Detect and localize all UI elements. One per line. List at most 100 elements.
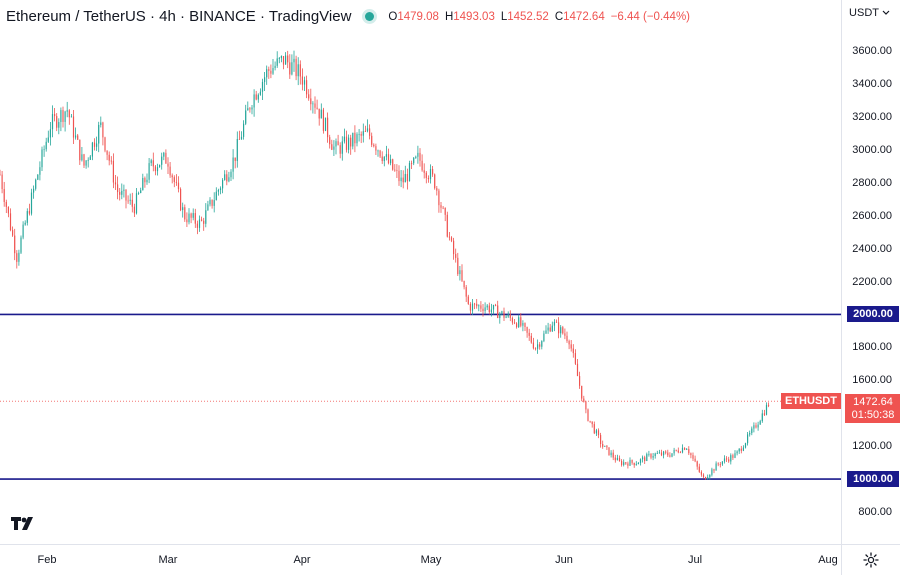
candle-body xyxy=(448,236,450,238)
candle-body xyxy=(308,94,310,99)
candle-body xyxy=(371,135,373,145)
candle-body xyxy=(182,207,184,211)
candle-body xyxy=(686,449,688,450)
candle-body xyxy=(28,211,30,214)
candle-body xyxy=(471,303,474,311)
candle-body xyxy=(165,152,167,164)
candle-body xyxy=(707,477,709,480)
candle-body xyxy=(270,70,272,74)
candle-body xyxy=(41,149,43,168)
symbol-price-tag: ETHUSDT xyxy=(781,393,841,410)
candle-body xyxy=(33,188,35,193)
candle-body xyxy=(177,182,180,190)
candle-body xyxy=(369,128,371,136)
time-scale[interactable]: Feb Mar Apr May Jun Jul Aug xyxy=(0,544,841,575)
candle-body xyxy=(68,110,70,118)
candle-body xyxy=(755,425,757,428)
candle-body xyxy=(167,163,169,167)
candle-body xyxy=(366,128,369,132)
candle-body xyxy=(51,114,54,130)
candle-body xyxy=(186,219,188,223)
candle-body xyxy=(453,240,455,255)
candle-body xyxy=(759,421,761,425)
candle-body xyxy=(5,201,7,207)
candle-body xyxy=(524,323,526,327)
candle-body xyxy=(432,168,434,175)
candle-body xyxy=(9,213,12,231)
candle-body xyxy=(352,132,354,147)
candle-body xyxy=(467,296,469,304)
candle-body xyxy=(138,193,140,194)
candle-body xyxy=(656,453,658,455)
candle-body xyxy=(226,174,228,182)
candle-body xyxy=(163,152,165,157)
candle-body xyxy=(387,154,390,164)
candle-body xyxy=(322,109,324,131)
price-chart[interactable] xyxy=(0,0,841,544)
candle-body xyxy=(545,330,547,334)
candle-body xyxy=(642,457,644,460)
candle-body xyxy=(652,455,654,458)
candle-body xyxy=(314,103,316,108)
candle-body xyxy=(614,457,616,461)
candle-body xyxy=(251,107,253,110)
candle-body xyxy=(320,109,322,119)
candle-body xyxy=(484,307,486,312)
currency-selector[interactable]: USDT xyxy=(849,7,890,19)
candle-body xyxy=(744,443,747,448)
candle-body xyxy=(511,317,513,323)
bar-countdown: 01:50:38 xyxy=(851,408,895,421)
open-label: O xyxy=(388,10,398,23)
candle-body xyxy=(639,459,642,463)
candle-body xyxy=(133,206,135,214)
price-tick-label: 3400.00 xyxy=(852,77,892,90)
candle-body xyxy=(39,167,41,175)
time-tick-label: Jul xyxy=(687,554,703,566)
candle-body xyxy=(459,270,461,275)
candle-body xyxy=(457,257,459,275)
candle-body xyxy=(247,108,249,111)
candle-body xyxy=(345,136,348,150)
candle-body xyxy=(667,452,669,456)
candle-body xyxy=(390,159,392,164)
candle-body xyxy=(463,280,465,288)
candle-body xyxy=(257,94,259,100)
candle-body xyxy=(400,177,402,182)
candle-body xyxy=(673,449,675,454)
candle-body xyxy=(726,458,728,460)
horizontal-line-price-label: 2000.00 xyxy=(847,306,899,323)
price-tick-label: 800.00 xyxy=(858,506,892,518)
candle-body xyxy=(570,344,572,349)
candle-body xyxy=(108,154,110,161)
symbol-title[interactable]: Ethereum / TetherUS · 4h · BINANCE · Tra… xyxy=(6,8,352,25)
candle-body xyxy=(650,453,652,458)
candle-body xyxy=(213,200,215,206)
candle-body xyxy=(461,270,463,281)
candle-body xyxy=(291,62,293,75)
candle-body xyxy=(719,464,721,466)
candle-body xyxy=(45,141,47,150)
candle-body xyxy=(324,117,327,131)
candle-body xyxy=(327,117,329,138)
chart-area[interactable]: Ethereum / TetherUS · 4h · BINANCE · Tra… xyxy=(0,0,841,544)
candle-body xyxy=(450,237,453,241)
candle-body xyxy=(742,447,744,451)
candle-body xyxy=(30,192,33,214)
candle-body xyxy=(119,192,121,195)
chart-settings-button[interactable] xyxy=(841,544,900,575)
candle-body xyxy=(595,430,597,434)
candle-body xyxy=(188,213,190,223)
candle-body xyxy=(589,420,591,422)
candle-body xyxy=(429,168,432,180)
candle-body xyxy=(245,110,247,124)
high-label: H xyxy=(444,10,454,23)
ohlc-values: O1479.08 H1493.03 L1452.52 C1472.64 −6.4… xyxy=(388,11,690,23)
candle-body xyxy=(751,428,753,434)
candle-body xyxy=(679,452,681,454)
tradingview-logo-icon[interactable] xyxy=(8,512,40,536)
candle-body xyxy=(585,401,587,410)
time-tick-label: Feb xyxy=(37,554,57,566)
candle-body xyxy=(81,154,83,161)
candle-body xyxy=(100,122,102,125)
price-scale[interactable]: USDT 3600.00 3400.00 3200.00 3000.00 2800.00… xyxy=(841,0,900,544)
